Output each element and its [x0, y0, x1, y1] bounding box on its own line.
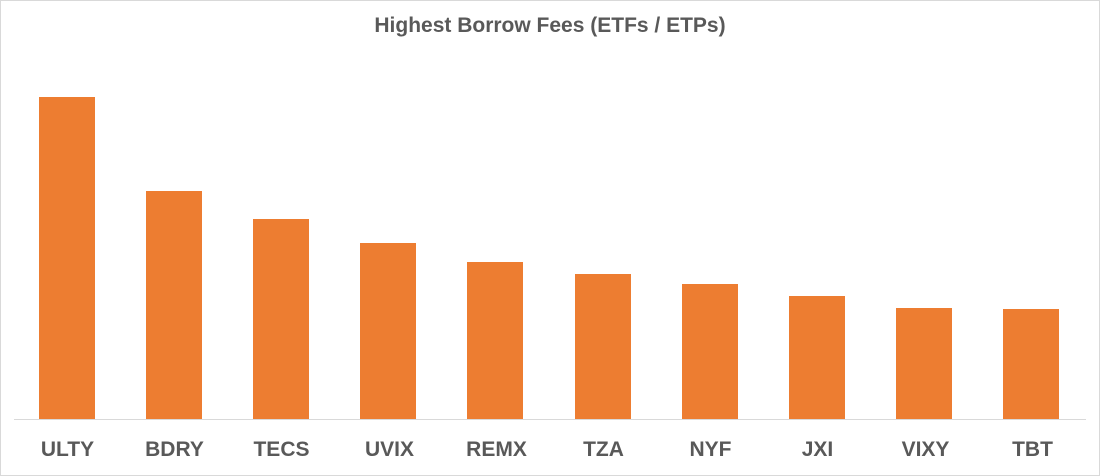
x-label-remx: REMX — [466, 438, 527, 461]
bar-remx — [467, 262, 523, 419]
bar-tbt — [1003, 309, 1059, 419]
x-axis-line — [14, 419, 1086, 420]
bar-nyf — [682, 284, 738, 419]
chart-title: Highest Borrow Fees (ETFs / ETPs) — [374, 14, 726, 37]
plot-area — [14, 60, 1086, 419]
bar-tecs — [253, 219, 309, 419]
x-label-jxi: JXI — [801, 438, 834, 461]
bar-tza — [575, 274, 631, 419]
x-label-ulty: ULTY — [40, 438, 95, 461]
x-label-bdry: BDRY — [145, 438, 204, 461]
bar-ulty — [39, 97, 95, 419]
bar-bdry — [146, 191, 202, 419]
x-label-uvix: UVIX — [364, 438, 414, 461]
bar-vixy — [896, 308, 952, 419]
bar-jxi — [789, 296, 845, 419]
x-label-tecs: TECS — [253, 438, 310, 461]
x-label-tbt: TBT — [1012, 438, 1053, 461]
x-label-tza: TZA — [583, 438, 624, 461]
bar-uvix — [360, 243, 416, 419]
x-label-vixy: VIXY — [901, 438, 950, 461]
x-label-nyf: NYF — [689, 438, 732, 461]
